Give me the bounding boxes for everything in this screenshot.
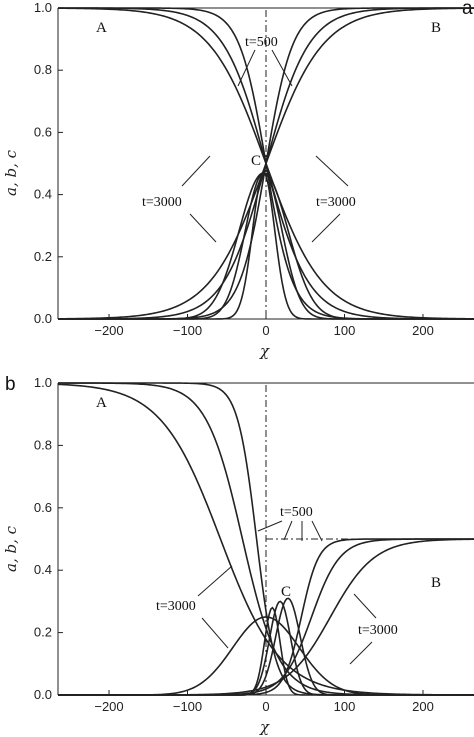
panel-a-curve-c-t3000 (58, 172, 474, 320)
panel-a-x-label: χ (259, 342, 270, 360)
panel-a-species-b: B (431, 20, 441, 36)
panel-b-species-b: B (431, 575, 441, 591)
panel-b-y-tick-label: 0.6 (34, 500, 52, 515)
panel-b-leader-left-upper (197, 565, 233, 597)
panel-b-y-tick-label: 0.8 (34, 437, 52, 452)
panel-a-species-c: C (251, 153, 261, 169)
panel-b-x-tick-label: 0 (262, 699, 269, 714)
panel-a-x-tick-label: 100 (334, 323, 356, 338)
panel-a-x-tick-label: −200 (94, 323, 123, 338)
panel-b-leader-right-upper (353, 593, 377, 619)
panel-b-leader-t500-2 (283, 520, 293, 541)
panel-b-annotation-t3000-left: t=3000 (156, 599, 196, 614)
panel-a-leader-right-upper (315, 155, 349, 187)
panel-b-x-label: χ (259, 718, 270, 736)
panel-a-leader-left-upper (181, 155, 211, 187)
panel-a-species-a: A (96, 20, 107, 36)
panel-a-leader-t500-left (237, 49, 256, 87)
panel-a-ticks: −200 −100 0 100 200 0.0 0.2 0.4 0.6 0.8 1.0 (34, 0, 434, 338)
panel-b-x-tick-label: 200 (412, 699, 434, 714)
panel-a-x-tick-label: −100 (173, 323, 202, 338)
panel-b-leader-right-lower (349, 641, 373, 665)
panel-a-y-tick-label: 0.2 (34, 249, 52, 264)
panel-a-x-tick-label: 200 (412, 323, 434, 338)
panel-b-leader-t500-4 (311, 520, 323, 542)
panel-a-leader-left-lower (189, 213, 217, 243)
panel-a-annotation-t3000-left: t=3000 (142, 195, 182, 210)
panel-a-annotation-t500: t=500 (245, 35, 278, 50)
panel-b-x-tick-label: −100 (173, 699, 202, 714)
panel-a: a −200 −100 0 100 200 0.0 0.2 0.4 0.6 0.8 1.0 χ a,… (2, 0, 474, 360)
panel-b-y-tick-label: 0.2 (34, 625, 52, 640)
panel-a-y-tick-label: 1.0 (34, 0, 52, 15)
panel-a-letter: a (462, 0, 473, 19)
panel-b-y-tick-label: 0.0 (34, 687, 52, 702)
panel-b-letter: b (5, 374, 16, 395)
panel-b-ticks: −200 −100 0 100 200 0.0 0.2 0.4 0.6 0.8 1.0 (34, 375, 434, 714)
panel-a-leader-t500-right (271, 49, 293, 87)
panel-b-species-a: A (96, 395, 107, 411)
panel-a-y-label: a, b, c (2, 149, 20, 196)
panel-a-y-tick-label: 0.6 (34, 124, 52, 139)
panel-a-leader-right-lower (311, 213, 341, 243)
panel-b-y-tick-label: 1.0 (34, 375, 52, 390)
panel-b-initial-profile (58, 382, 474, 695)
panel-b-species-c: C (281, 584, 291, 600)
panel-a-y-tick-label: 0.8 (34, 62, 52, 77)
panel-b-x-tick-label: 100 (334, 699, 356, 714)
panel-b-y-label: a, b, c (2, 525, 20, 572)
panel-b-leader-left-lower (201, 617, 229, 649)
panel-a-annotation-t3000-right: t=3000 (316, 195, 356, 210)
panel-b-annotation-t3000-right: t=3000 (358, 623, 398, 638)
panel-b-x-tick-label: −200 (94, 699, 123, 714)
panel-b-leader-t500-1 (257, 520, 283, 532)
panel-b-annotation-t500: t=500 (280, 505, 313, 520)
panel-a-x-tick-label: 0 (262, 323, 269, 338)
panel-a-y-tick-label: 0.4 (34, 187, 52, 202)
panel-a-initial-profile (58, 7, 474, 319)
panel-a-y-tick-label: 0.0 (34, 311, 52, 326)
panel-b-y-tick-label: 0.4 (34, 562, 52, 577)
panel-b: b −200 −100 0 100 200 0.0 0.2 0.4 0.6 0.8 1.0 χ a,… (2, 374, 474, 736)
